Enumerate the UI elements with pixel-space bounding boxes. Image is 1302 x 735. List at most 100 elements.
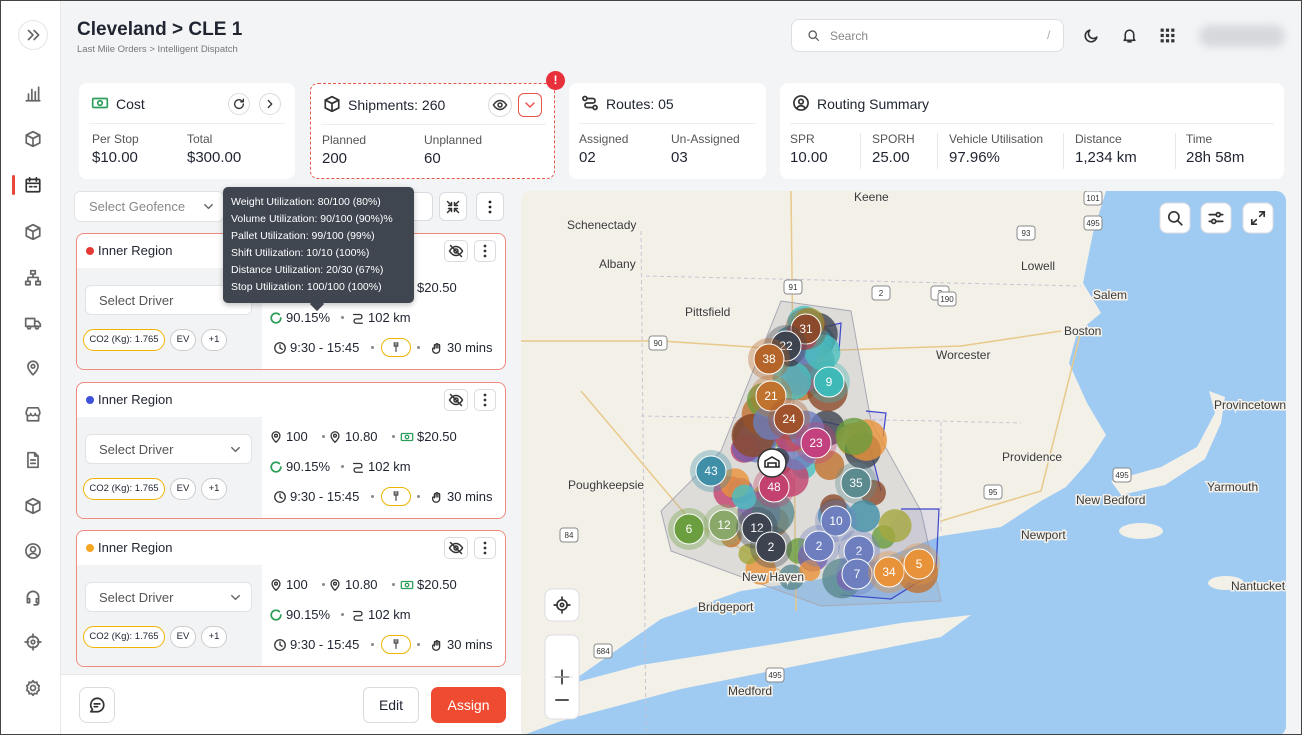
- road-shield: [1016, 225, 1036, 241]
- sidebar-icon-part: [24, 633, 42, 651]
- cluster-marker[interactable]: [673, 513, 705, 545]
- cluster-marker[interactable]: [840, 467, 872, 499]
- card-menu-icon-part: [483, 551, 487, 555]
- sidebar-icon[interactable]: [24, 451, 42, 469]
- collapse-icon: [446, 200, 460, 214]
- sidebar-icon[interactable]: [24, 405, 42, 423]
- cluster-marker[interactable]: [813, 366, 845, 398]
- map-filter[interactable]: [1200, 202, 1232, 234]
- metric-label: SPORH: [872, 132, 915, 146]
- cluster-label: 38: [762, 352, 776, 366]
- search-box[interactable]: [791, 19, 1064, 52]
- expand-button[interactable]: [518, 93, 542, 117]
- sidebar-icon[interactable]: [24, 679, 42, 697]
- theme-toggle[interactable]: [1083, 27, 1100, 44]
- map-search[interactable]: [1159, 202, 1191, 234]
- card-menu-icon-part: [483, 254, 487, 258]
- metric-value: 1,234 km: [1075, 149, 1137, 166]
- cluster-marker[interactable]: [773, 403, 805, 435]
- cluster-marker[interactable]: [755, 380, 787, 412]
- geofence-chevron: [204, 203, 213, 210]
- edit-button[interactable]: Edit: [363, 687, 419, 723]
- cluster-marker[interactable]: [800, 427, 832, 459]
- user-menu[interactable]: [1199, 25, 1285, 47]
- sidebar-icon[interactable]: [24, 497, 42, 515]
- driver-select[interactable]: [85, 582, 252, 612]
- break-icon-part: [393, 490, 399, 502]
- cluster-marker[interactable]: [803, 530, 835, 562]
- cluster-label: 23: [809, 436, 823, 450]
- route-card[interactable]: Inner Region Select Driver CO2 (Kg): 1.765…: [76, 382, 506, 519]
- time-text: 9:30 - 15:45: [290, 637, 360, 652]
- sidebar-icon[interactable]: [24, 85, 42, 103]
- sidebar-icon[interactable]: [24, 542, 42, 560]
- cluster-marker[interactable]: [695, 455, 727, 487]
- sidebar-icon[interactable]: [24, 314, 42, 332]
- road-shield: [1112, 467, 1132, 483]
- break-icon: [393, 341, 399, 353]
- stops-text: 100: [286, 577, 308, 592]
- card-menu-icon-part: [483, 546, 487, 550]
- pin-icon-part: [273, 581, 279, 586]
- sidebar-icon-part: [25, 679, 41, 697]
- sidebar-icon-part: [25, 497, 41, 515]
- cluster-marker[interactable]: [708, 509, 740, 541]
- driver-placeholder: Select Driver: [99, 293, 174, 308]
- cluster-marker[interactable]: [873, 556, 905, 588]
- map-locate[interactable]: [544, 588, 580, 622]
- cluster-marker[interactable]: [755, 531, 787, 563]
- search-placeholder: Search: [830, 29, 869, 43]
- pin-icon-part: [332, 433, 338, 438]
- hide-icon-part: [449, 541, 463, 555]
- sidebar-icon[interactable]: [24, 26, 42, 44]
- sidebar-icon[interactable]: [24, 269, 42, 287]
- cluster-blob: [778, 564, 805, 591]
- cluster-marker[interactable]: [841, 558, 873, 590]
- separator-dot: [417, 346, 420, 349]
- cluster-marker[interactable]: [820, 505, 852, 537]
- cluster-marker[interactable]: [790, 313, 822, 345]
- card-menu-icon-part: [483, 398, 487, 402]
- place-label: Salem: [1093, 288, 1127, 302]
- view-button[interactable]: [488, 93, 512, 117]
- separator-dot: [322, 583, 325, 586]
- sidebar-icon[interactable]: [24, 130, 42, 148]
- driver-select[interactable]: [85, 434, 252, 464]
- map-locate-icon-part: [553, 596, 571, 614]
- map-search-icon-part: [1167, 210, 1180, 223]
- sidebar-icon-part: [27, 29, 40, 41]
- sidebar-icon[interactable]: [24, 633, 42, 651]
- apps-part: [1160, 28, 1164, 32]
- sidebar-icon[interactable]: [24, 176, 42, 194]
- sidebar-icon[interactable]: [24, 223, 42, 241]
- utilization-tooltip: Weight Utilization: 80/100 (80%) Volume U…: [223, 187, 414, 303]
- tooltip-line: Shift Utilization: 10/10 (100%): [231, 247, 370, 259]
- card-divider: [321, 124, 546, 125]
- clock-icon-part: [274, 342, 286, 354]
- separator-dot: [371, 643, 374, 646]
- refresh-button[interactable]: [228, 93, 250, 115]
- collapse-button[interactable]: [439, 192, 467, 221]
- next-button[interactable]: [259, 93, 281, 115]
- pin-icon-part: [330, 431, 340, 443]
- cluster-label: 34: [882, 565, 896, 579]
- metric-label: Planned: [322, 133, 367, 147]
- geofence-chevron-part: [204, 203, 213, 210]
- cluster-marker[interactable]: [903, 548, 935, 580]
- card-title: Routes: 05: [606, 96, 674, 112]
- map-fullscreen[interactable]: [1242, 202, 1274, 234]
- sidebar-icon[interactable]: [24, 588, 42, 606]
- sidebar-icon[interactable]: [24, 359, 42, 377]
- card-menu-icon-part: [483, 403, 487, 407]
- apps[interactable]: [1159, 27, 1176, 44]
- notifications[interactable]: [1121, 27, 1138, 44]
- weight-text: 10.80: [345, 429, 378, 444]
- chat-button[interactable]: [79, 687, 115, 723]
- tag-pill: EV: [170, 329, 196, 351]
- apps-part: [1165, 33, 1170, 38]
- assign-button[interactable]: Assign: [431, 687, 506, 723]
- geofence-select[interactable]: [74, 191, 224, 222]
- route-card[interactable]: Inner Region Select Driver CO2 (Kg): 1.765…: [76, 530, 506, 667]
- cluster-marker[interactable]: [753, 343, 785, 375]
